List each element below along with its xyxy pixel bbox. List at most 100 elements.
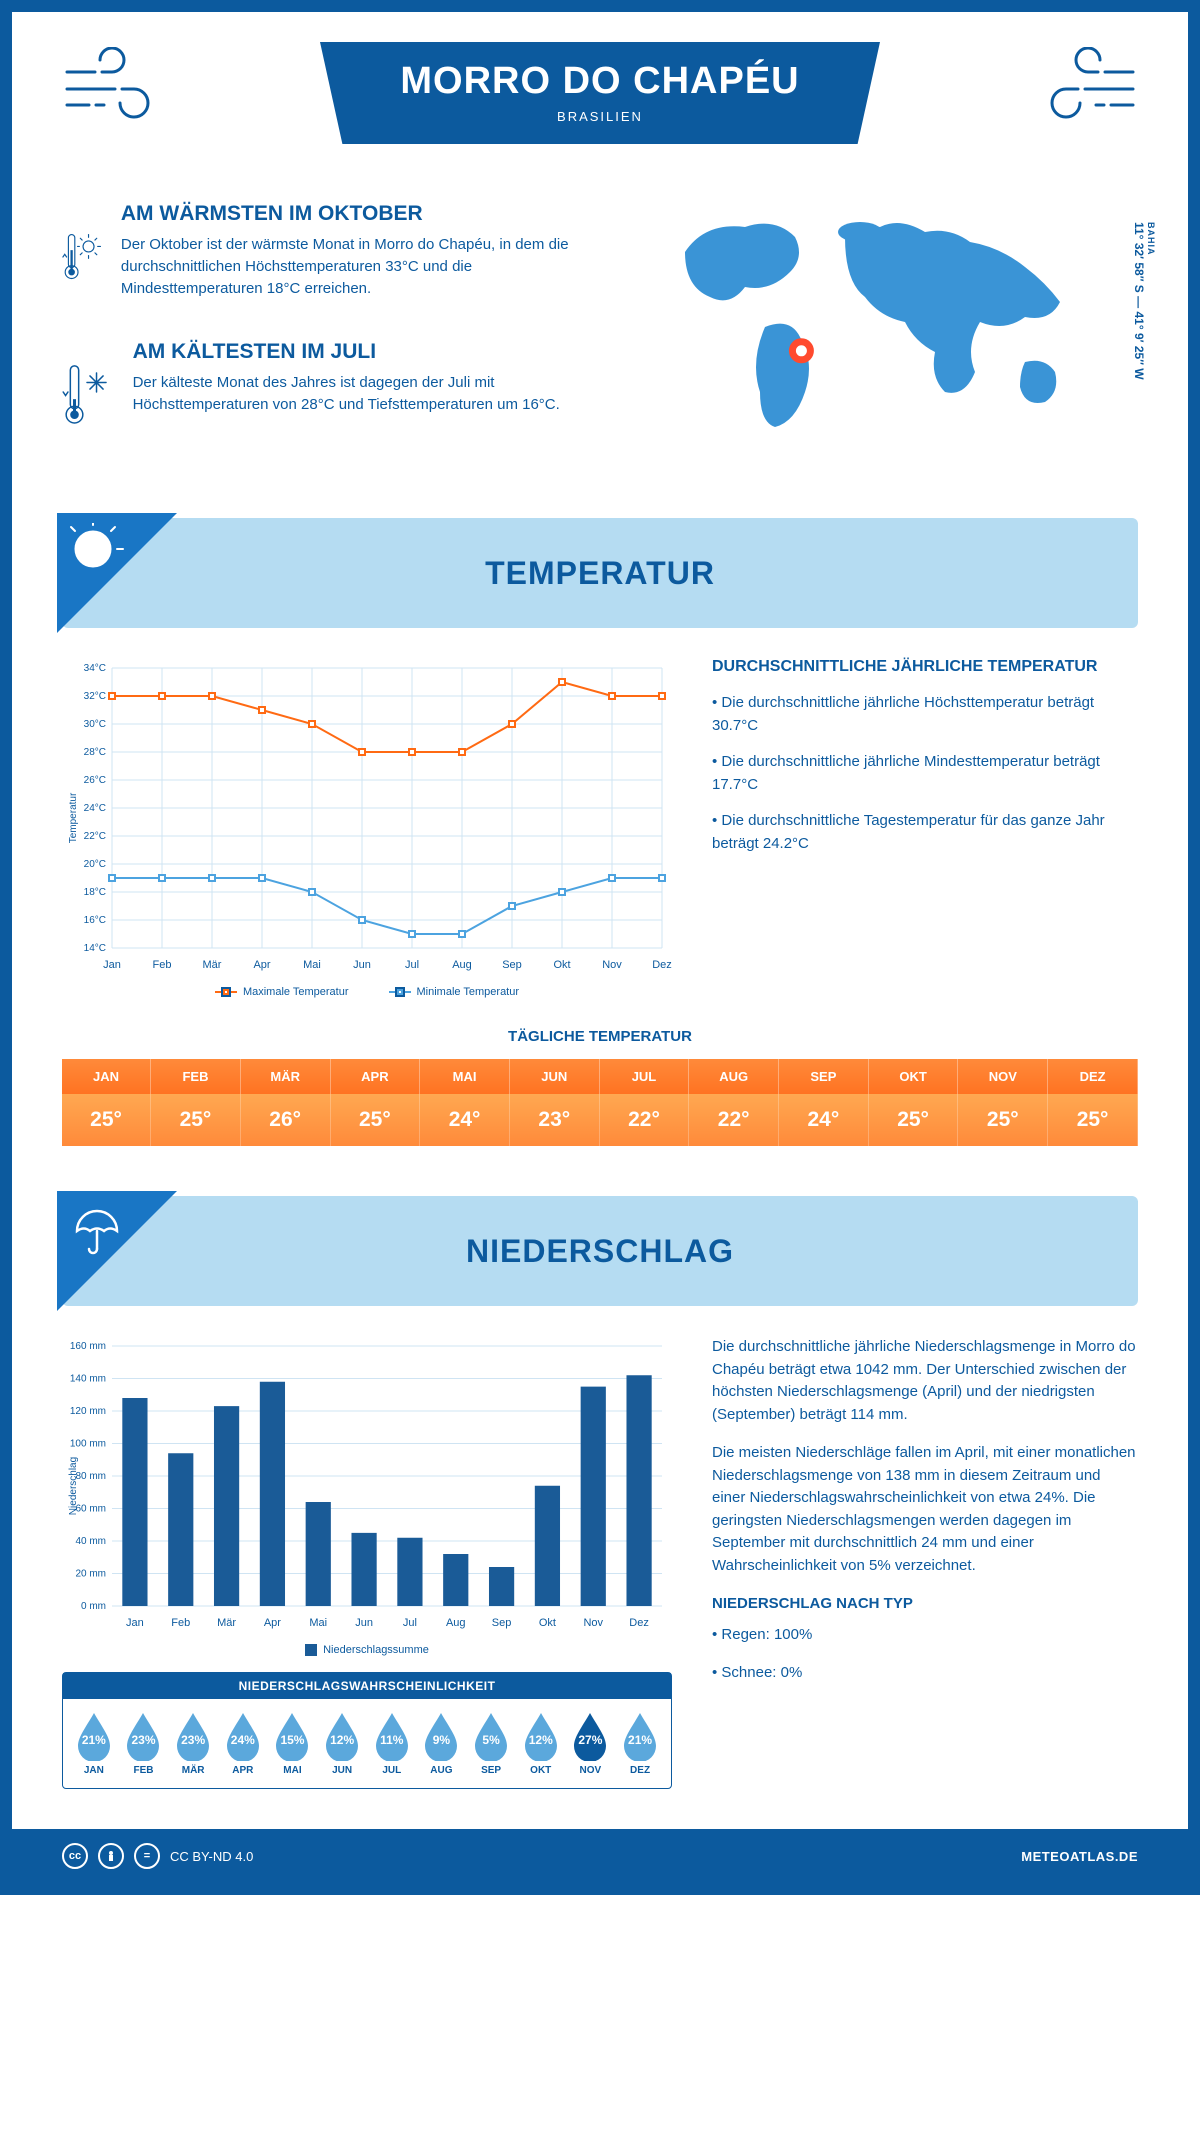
daily-month-header: DEZ bbox=[1048, 1059, 1138, 1094]
daily-temp-cell: 25° bbox=[151, 1094, 241, 1146]
svg-text:Apr: Apr bbox=[253, 959, 270, 971]
precipitation-info: Die durchschnittliche jährliche Niedersc… bbox=[712, 1336, 1138, 1789]
svg-text:60 mm: 60 mm bbox=[75, 1504, 106, 1515]
probability-box: NIEDERSCHLAGSWAHRSCHEINLICHKEIT 21% JAN … bbox=[62, 1672, 672, 1789]
precipitation-chart: 0 mm20 mm40 mm60 mm80 mm100 mm120 mm140 … bbox=[62, 1336, 672, 1636]
daily-month-header: AUG bbox=[689, 1059, 779, 1094]
svg-text:Okt: Okt bbox=[539, 1617, 556, 1629]
world-map: BAHIA 11° 32′ 58″ S — 41° 9′ 25″ W bbox=[645, 202, 1138, 478]
daily-temp-table: JANFEBMÄRAPRMAIJUNJULAUGSEPOKTNOVDEZ 25°… bbox=[62, 1059, 1138, 1146]
svg-text:Mär: Mär bbox=[203, 959, 222, 971]
daily-temp-cell: 22° bbox=[599, 1094, 689, 1146]
probability-drop: 27% NOV bbox=[570, 1711, 610, 1776]
svg-text:Feb: Feb bbox=[171, 1617, 190, 1629]
daily-temp-cell: 24° bbox=[779, 1094, 869, 1146]
svg-text:22°C: 22°C bbox=[84, 831, 106, 842]
cc-icon: cc bbox=[62, 1843, 88, 1869]
svg-text:Jun: Jun bbox=[353, 959, 371, 971]
coldest-title: AM KÄLTESTEN IM JULI bbox=[133, 340, 605, 364]
svg-text:Nov: Nov bbox=[602, 959, 622, 971]
svg-text:Dez: Dez bbox=[652, 959, 672, 971]
svg-text:Jul: Jul bbox=[405, 959, 419, 971]
coordinates: BAHIA 11° 32′ 58″ S — 41° 9′ 25″ W bbox=[1132, 222, 1156, 380]
probability-drop: 23% MÄR bbox=[173, 1711, 213, 1776]
umbrella-icon bbox=[57, 1191, 177, 1311]
svg-text:100 mm: 100 mm bbox=[70, 1439, 106, 1450]
daily-temp-cell: 25° bbox=[958, 1094, 1048, 1146]
svg-text:Jan: Jan bbox=[126, 1617, 144, 1629]
svg-text:20°C: 20°C bbox=[84, 859, 106, 870]
site-name: METEOATLAS.DE bbox=[1021, 1849, 1138, 1864]
svg-text:Nov: Nov bbox=[583, 1617, 603, 1629]
daily-month-header: SEP bbox=[779, 1059, 869, 1094]
header: MORRO DO CHAPÉU BRASILIEN bbox=[62, 42, 1138, 172]
daily-month-header: MÄR bbox=[240, 1059, 330, 1094]
daily-temp-cell: 25° bbox=[868, 1094, 958, 1146]
daily-temp-cell: 24° bbox=[420, 1094, 510, 1146]
svg-text:14°C: 14°C bbox=[84, 943, 106, 954]
svg-text:Jan: Jan bbox=[103, 959, 121, 971]
footer: cc = CC BY-ND 4.0 METEOATLAS.DE bbox=[12, 1829, 1188, 1883]
svg-text:0 mm: 0 mm bbox=[81, 1601, 106, 1612]
page-title: MORRO DO CHAPÉU bbox=[320, 60, 880, 103]
temperature-chart: 14°C16°C18°C20°C22°C24°C26°C28°C30°C32°C… bbox=[62, 658, 672, 978]
daily-month-header: APR bbox=[330, 1059, 420, 1094]
temperature-legend: Maximale Temperatur Minimale Temperatur bbox=[62, 986, 672, 998]
svg-text:Aug: Aug bbox=[446, 1617, 466, 1629]
nd-icon: = bbox=[134, 1843, 160, 1869]
svg-text:Aug: Aug bbox=[452, 959, 472, 971]
warmest-block: AM WÄRMSTEN IM OKTOBER Der Oktober ist d… bbox=[62, 202, 605, 312]
svg-text:Mär: Mär bbox=[217, 1617, 236, 1629]
svg-text:Mai: Mai bbox=[303, 959, 321, 971]
svg-text:140 mm: 140 mm bbox=[70, 1374, 106, 1385]
coldest-text: Der kälteste Monat des Jahres ist dagege… bbox=[133, 372, 605, 416]
warmest-title: AM WÄRMSTEN IM OKTOBER bbox=[121, 202, 605, 226]
precipitation-banner: NIEDERSCHLAG bbox=[62, 1196, 1138, 1306]
probability-drop: 23% FEB bbox=[123, 1711, 163, 1776]
coldest-block: AM KÄLTESTEN IM JULI Der kälteste Monat … bbox=[62, 340, 605, 450]
daily-temp-cell: 25° bbox=[330, 1094, 420, 1146]
wind-icon bbox=[62, 47, 172, 132]
daily-month-header: FEB bbox=[151, 1059, 241, 1094]
svg-text:Temperatur: Temperatur bbox=[68, 792, 79, 843]
svg-text:30°C: 30°C bbox=[84, 719, 106, 730]
daily-month-header: MAI bbox=[420, 1059, 510, 1094]
probability-drop: 24% APR bbox=[223, 1711, 263, 1776]
probability-drop: 12% OKT bbox=[521, 1711, 561, 1776]
probability-drop: 21% DEZ bbox=[620, 1711, 660, 1776]
daily-month-header: NOV bbox=[958, 1059, 1048, 1094]
svg-text:26°C: 26°C bbox=[84, 775, 106, 786]
title-banner: MORRO DO CHAPÉU BRASILIEN bbox=[320, 42, 880, 144]
svg-text:Jun: Jun bbox=[355, 1617, 373, 1629]
probability-drop: 5% SEP bbox=[471, 1711, 511, 1776]
daily-temp-cell: 25° bbox=[1048, 1094, 1138, 1146]
svg-text:Okt: Okt bbox=[553, 959, 570, 971]
svg-text:120 mm: 120 mm bbox=[70, 1406, 106, 1417]
svg-text:Sep: Sep bbox=[502, 959, 522, 971]
svg-text:24°C: 24°C bbox=[84, 803, 106, 814]
daily-month-header: JUN bbox=[509, 1059, 599, 1094]
precipitation-legend: Niederschlagssumme bbox=[62, 1644, 672, 1656]
svg-text:28°C: 28°C bbox=[84, 747, 106, 758]
daily-temp-cell: 26° bbox=[240, 1094, 330, 1146]
probability-drop: 9% AUG bbox=[421, 1711, 461, 1776]
daily-temp-title: TÄGLICHE TEMPERATUR bbox=[62, 1028, 1138, 1045]
probability-drop: 12% JUN bbox=[322, 1711, 362, 1776]
daily-month-header: JUL bbox=[599, 1059, 689, 1094]
svg-text:Dez: Dez bbox=[629, 1617, 649, 1629]
by-icon bbox=[98, 1843, 124, 1869]
temperature-info: DURCHSCHNITTLICHE JÄHRLICHE TEMPERATUR •… bbox=[712, 658, 1138, 998]
warmest-text: Der Oktober ist der wärmste Monat in Mor… bbox=[121, 234, 605, 299]
daily-temp-cell: 22° bbox=[689, 1094, 779, 1146]
page-subtitle: BRASILIEN bbox=[320, 109, 880, 124]
daily-month-header: OKT bbox=[868, 1059, 958, 1094]
daily-temp-cell: 23° bbox=[509, 1094, 599, 1146]
svg-text:80 mm: 80 mm bbox=[75, 1471, 106, 1482]
wind-icon bbox=[1028, 47, 1138, 132]
thermometer-snow-icon bbox=[62, 340, 113, 450]
svg-text:Sep: Sep bbox=[492, 1617, 512, 1629]
svg-text:Feb: Feb bbox=[153, 959, 172, 971]
thermometer-sun-icon bbox=[62, 202, 101, 312]
temperature-banner: TEMPERATUR bbox=[62, 518, 1138, 628]
precipitation-title: NIEDERSCHLAG bbox=[466, 1233, 734, 1270]
